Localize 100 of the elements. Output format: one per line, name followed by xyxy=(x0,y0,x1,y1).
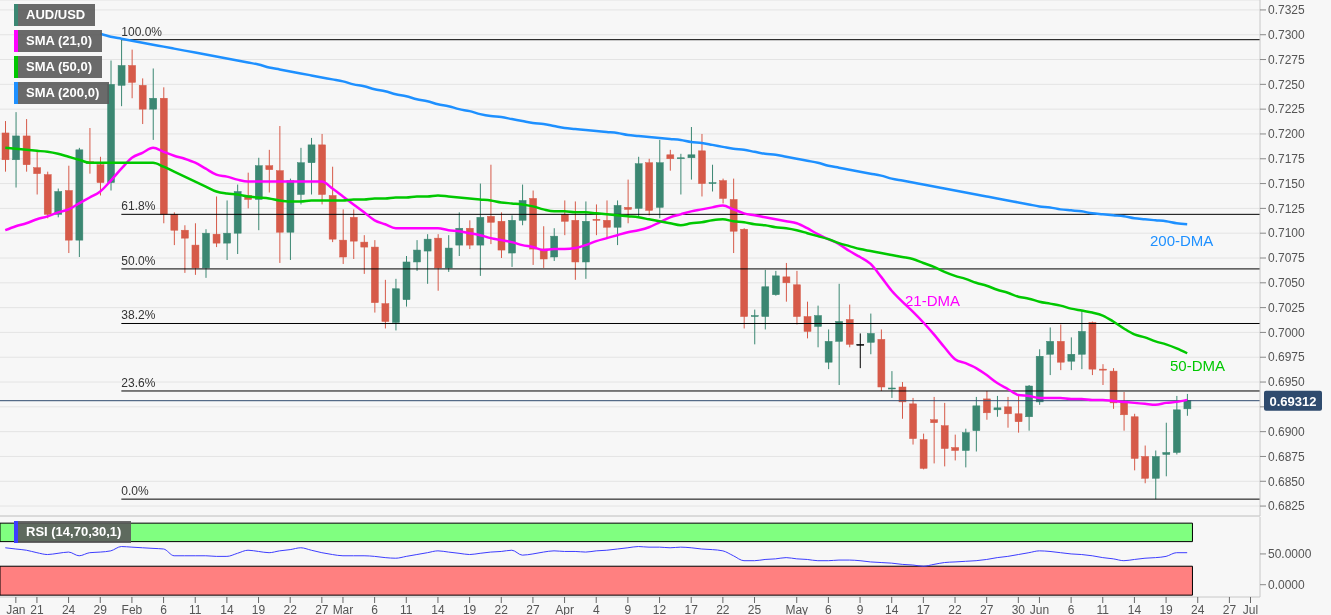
candlestick xyxy=(1046,326,1054,376)
x-tick-label: 11 xyxy=(400,602,413,615)
candlestick xyxy=(1004,396,1012,429)
candlestick xyxy=(1152,450,1160,500)
candlestick xyxy=(1099,363,1107,386)
candlestick xyxy=(856,332,865,369)
annotation: 61.8% xyxy=(121,199,156,214)
y-tick-label: 0.7000 xyxy=(1268,325,1306,340)
annotation: 100.0% xyxy=(121,24,163,39)
x-tick-label: 17 xyxy=(684,602,699,615)
y-tick-label: 0.7075 xyxy=(1268,251,1306,266)
candlestick xyxy=(962,428,970,468)
legend-label: RSI (14,70,30,1) xyxy=(14,521,132,543)
annotation: 50-DMA xyxy=(1170,357,1226,374)
annotation: 21-DMA xyxy=(905,292,961,309)
legend-label: SMA (50,0) xyxy=(14,56,102,78)
candlestick xyxy=(835,283,843,386)
x-tick-label: 11 xyxy=(1096,602,1110,615)
candlestick xyxy=(96,156,105,196)
y-tick-label: 0.7225 xyxy=(1268,102,1306,117)
candlestick xyxy=(138,77,147,125)
candlestick xyxy=(1120,391,1128,432)
candlestick xyxy=(803,301,812,339)
x-tick-label: Mar xyxy=(332,602,354,615)
line-series xyxy=(4,546,1188,567)
x-tick-label: 4 xyxy=(592,602,600,615)
x-tick-label: 22 xyxy=(494,602,509,615)
candlestick xyxy=(339,208,347,265)
y-tick-label: 50.0000 xyxy=(1268,547,1312,562)
candlestick xyxy=(772,270,780,297)
y-tick-label: 0.7325 xyxy=(1268,3,1306,18)
y-tick-label: 0.7300 xyxy=(1268,27,1306,42)
candlestick xyxy=(751,309,759,345)
candlestick xyxy=(1067,336,1076,371)
annotation: 200-DMA xyxy=(1150,232,1214,249)
candlestick xyxy=(423,233,432,285)
annotation: 0.0% xyxy=(121,484,150,499)
candlestick xyxy=(930,396,938,464)
candlestick xyxy=(719,178,727,204)
candlestick xyxy=(1078,310,1086,370)
annotation: 50.0% xyxy=(121,253,156,268)
x-tick-label: Jul xyxy=(1242,602,1259,615)
candlestick xyxy=(149,67,157,141)
candlestick xyxy=(624,179,632,224)
x-tick-label: Jun xyxy=(1029,602,1050,615)
x-tick-label: Feb xyxy=(121,602,143,615)
x-tick-label: 6 xyxy=(825,602,833,615)
candlestick xyxy=(33,151,41,195)
candlestick xyxy=(360,234,369,275)
x-tick-label: 19 xyxy=(1159,602,1174,615)
x-tick-label: 24 xyxy=(1191,602,1205,615)
candlestick xyxy=(54,188,63,218)
candlestick xyxy=(212,195,221,248)
legend-label: SMA (200,0) xyxy=(14,82,110,104)
x-tick-label: 14 xyxy=(1127,602,1142,615)
candlestick xyxy=(1141,445,1149,484)
candlestick xyxy=(888,370,896,399)
candlestick xyxy=(677,153,685,195)
candlestick xyxy=(561,199,569,236)
x-tick-label: 12 xyxy=(652,602,667,615)
candlestick xyxy=(117,39,126,107)
annotation: 38.2% xyxy=(121,308,156,323)
candlestick xyxy=(381,279,390,329)
y-tick-label: 0.7275 xyxy=(1268,52,1306,67)
candlestick xyxy=(782,262,791,303)
x-tick-label: 6 xyxy=(1067,602,1075,615)
candlestick xyxy=(128,49,136,99)
annotation: 23.6% xyxy=(121,375,156,390)
x-tick-label: 22 xyxy=(716,602,730,615)
y-tick-label: 0.7125 xyxy=(1268,201,1306,216)
x-tick-label: 22 xyxy=(283,602,298,615)
x-tick-label: 17 xyxy=(916,602,931,615)
candlestick xyxy=(603,199,611,240)
candlestick xyxy=(613,199,622,246)
x-tick-label: 11 xyxy=(188,602,202,615)
candlestick xyxy=(170,211,179,246)
x-tick-label: 27 xyxy=(526,602,540,615)
x-tick-label: 6 xyxy=(160,602,168,615)
candlestick xyxy=(223,199,231,261)
y-tick-label: 0.6950 xyxy=(1268,375,1306,390)
candlestick xyxy=(983,390,991,421)
x-tick-label: 9 xyxy=(624,602,632,615)
y-tick-label: 0.6875 xyxy=(1268,449,1306,464)
x-tick-label: 27 xyxy=(980,602,994,615)
candlestick xyxy=(666,149,675,172)
x-tick-label: 25 xyxy=(747,602,762,615)
candlestick xyxy=(1014,394,1023,434)
candlestick xyxy=(708,164,717,193)
y-tick-label: 0.6900 xyxy=(1268,424,1306,439)
y-tick-label: 0.6825 xyxy=(1268,499,1306,514)
y-tick-label: 0.7175 xyxy=(1268,152,1306,167)
x-tick-label: 14 xyxy=(220,602,234,615)
y-tick-label: 0.7250 xyxy=(1268,77,1306,92)
y-tick-label: 0.6975 xyxy=(1268,350,1306,365)
candlestick xyxy=(951,434,959,461)
candlestick xyxy=(181,224,189,274)
candlestick xyxy=(307,137,316,195)
y-tick-label: 0.7050 xyxy=(1268,276,1306,291)
x-tick-label: 14 xyxy=(431,602,445,615)
x-tick-label: 30 xyxy=(1011,602,1026,615)
